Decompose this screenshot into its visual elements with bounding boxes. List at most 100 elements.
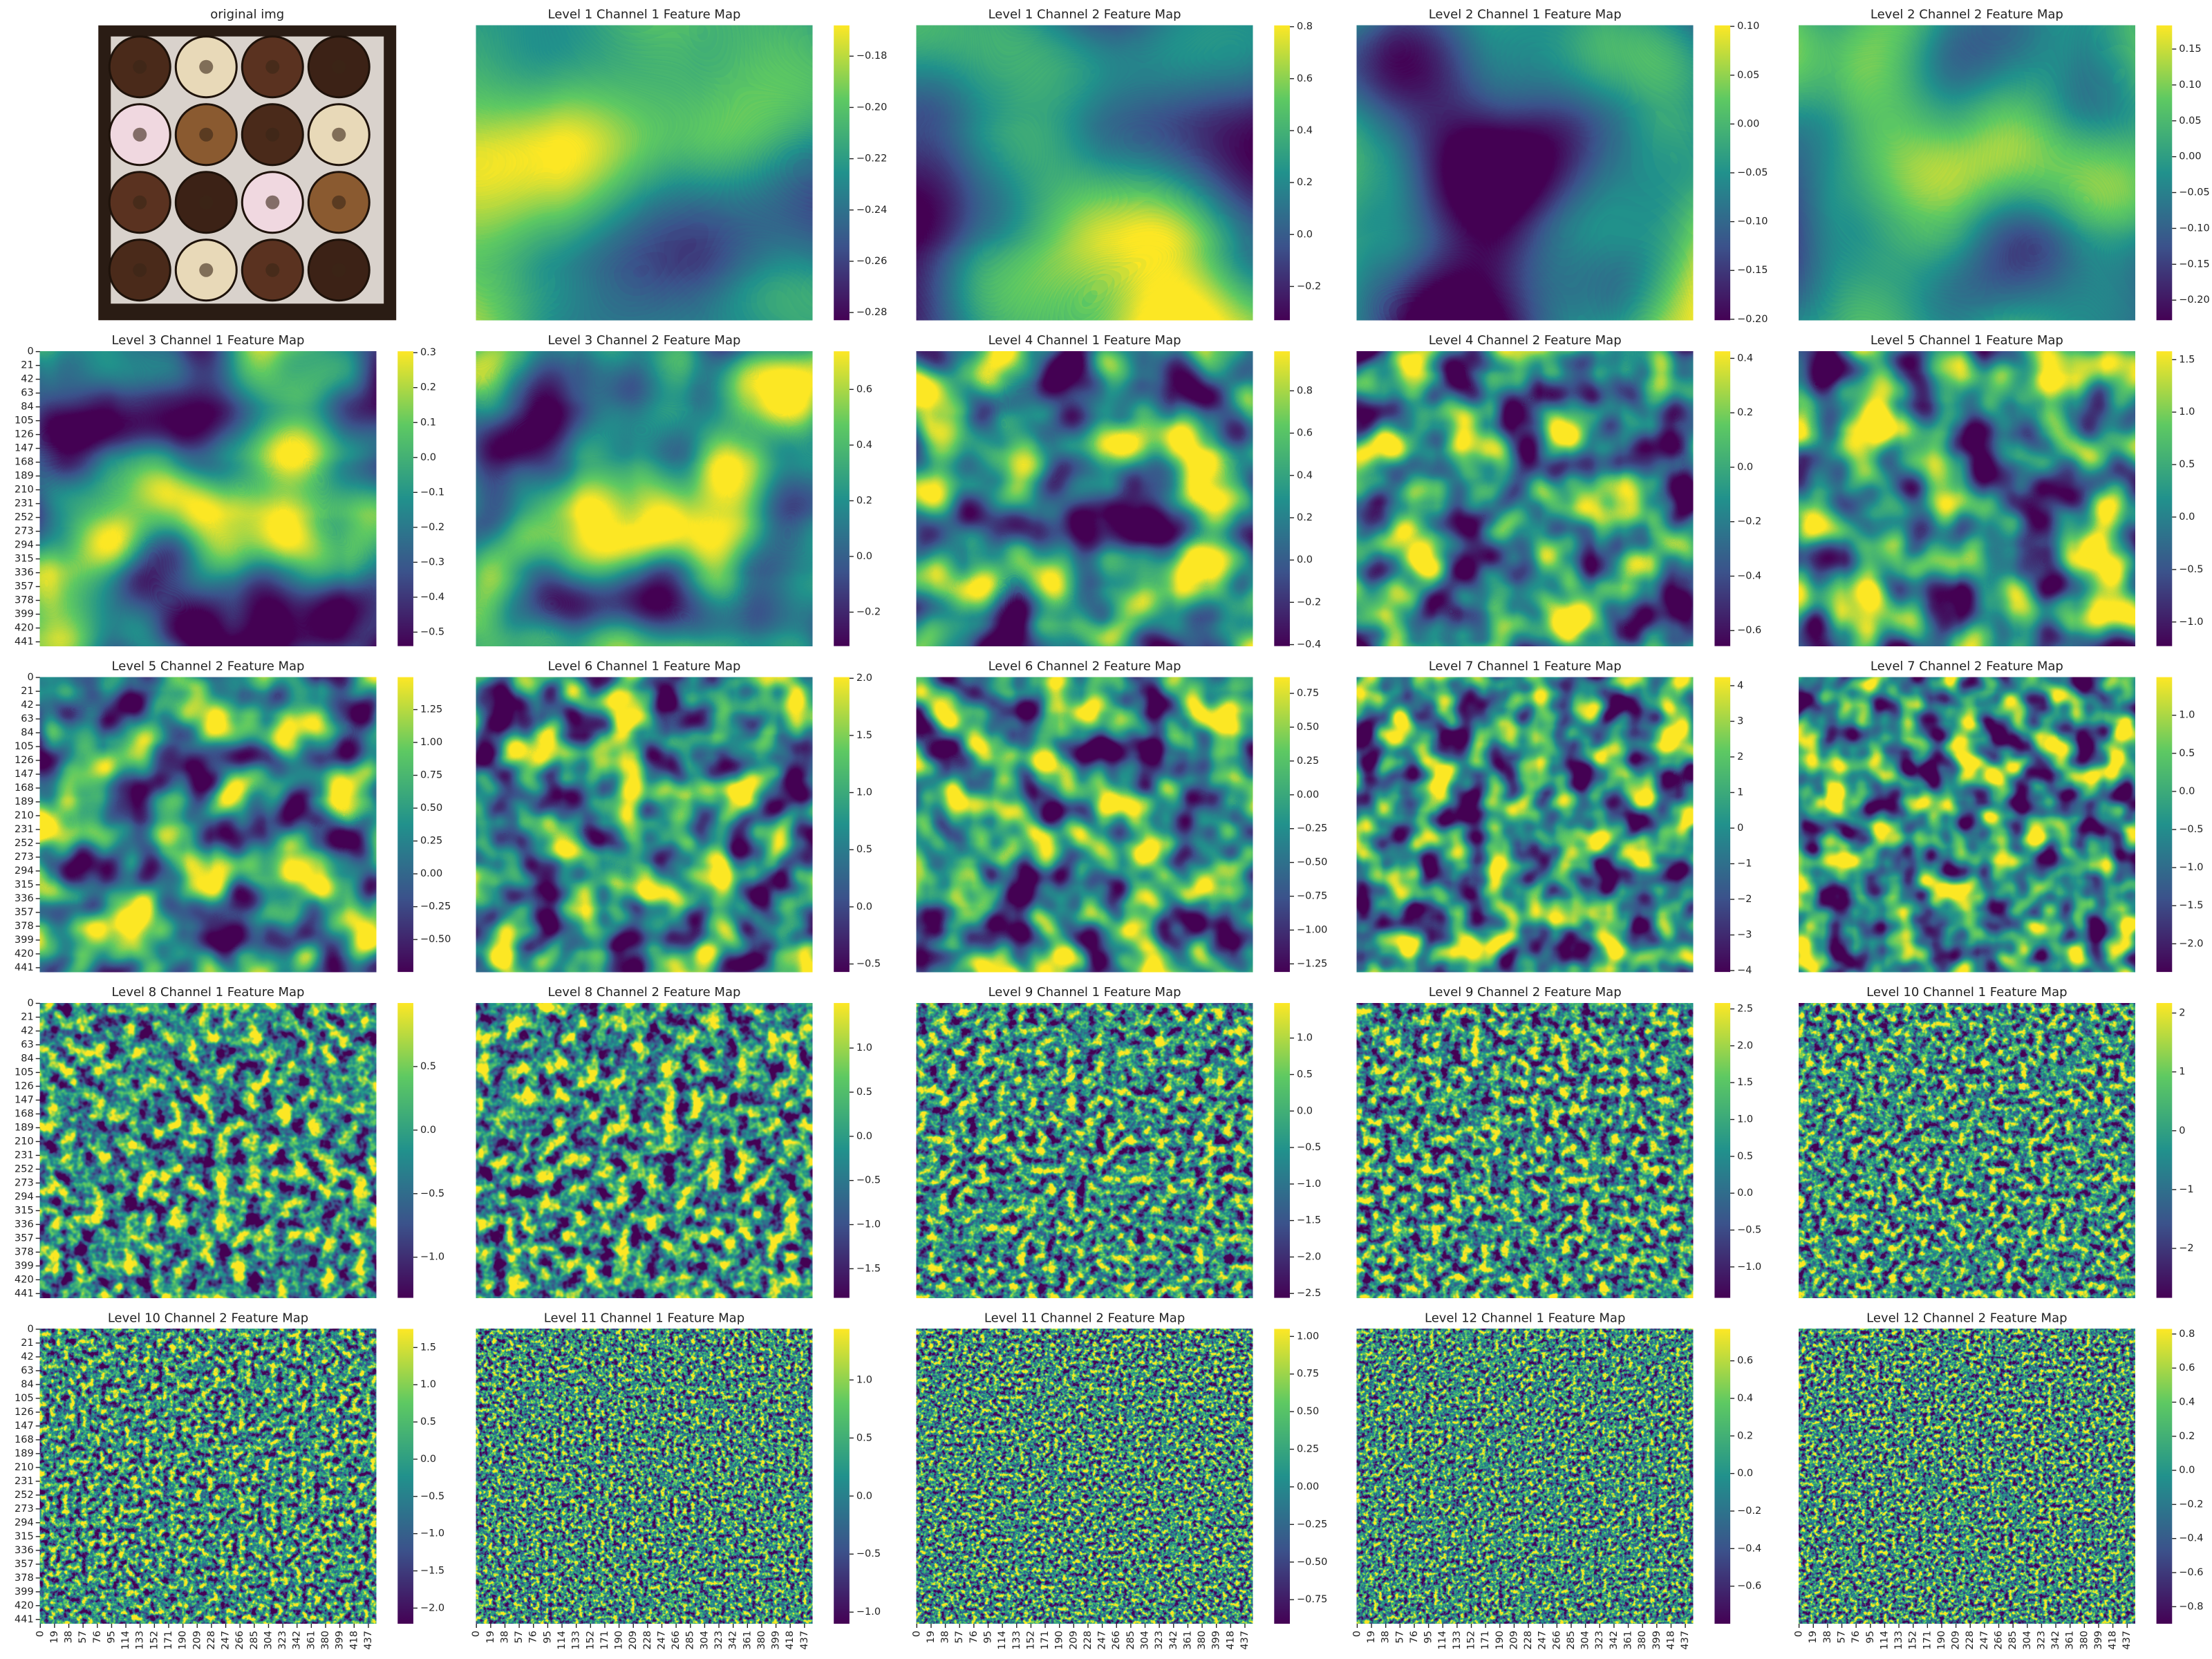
colorbar-tick-label: 0.0 <box>1737 1188 1753 1199</box>
x-tick-label: 114 <box>120 1631 131 1650</box>
x-tick-label: 152 <box>149 1631 160 1650</box>
y-tick-label: 441 <box>15 1614 34 1625</box>
x-tick-label: 152 <box>1466 1631 1477 1650</box>
x-tick-label: 171 <box>1480 1631 1491 1650</box>
heatmap <box>39 1003 377 1298</box>
y-tick-label: 210 <box>15 1462 34 1473</box>
heatmap <box>476 1329 813 1624</box>
colorbar-tick-label: 1.0 <box>1297 1033 1313 1044</box>
x-tick-label: 209 <box>1508 1631 1519 1650</box>
colorbar-tick-label: −0.10 <box>2179 223 2209 234</box>
colorbar-tick-label: 1 <box>2179 1067 2185 1078</box>
colorbar <box>1274 1329 1290 1624</box>
y-tick-label: 420 <box>15 1274 34 1285</box>
y-tick-label: 441 <box>15 962 34 973</box>
colorbar-tick-label: −0.18 <box>856 50 887 62</box>
colorbar-tick-label: 1.0 <box>2179 406 2195 418</box>
x-tick-label: 190 <box>1054 1631 1065 1650</box>
colorbar <box>834 1003 850 1298</box>
colorbar-tick-label: 1.00 <box>420 737 442 748</box>
colorbar-tick-label: 0.0 <box>1737 1468 1753 1479</box>
y-tick-label: 357 <box>15 907 34 918</box>
colorbar-tick-label: −0.2 <box>1297 281 1321 292</box>
photo-donut-hole <box>133 195 147 209</box>
y-tick-label: 21 <box>21 686 33 697</box>
heatmap <box>916 1003 1253 1298</box>
x-tick-label: 266 <box>1994 1631 2005 1650</box>
x-tick-label: 266 <box>1111 1631 1122 1650</box>
colorbar-tick-label: 4 <box>1737 680 1743 691</box>
x-tick-label: 38 <box>1822 1631 1833 1643</box>
x-tick-label: 323 <box>1154 1631 1165 1650</box>
colorbar-tick-label: 0.6 <box>2179 1362 2195 1374</box>
x-tick-label: 247 <box>1537 1631 1548 1650</box>
x-tick-label: 95 <box>542 1631 553 1643</box>
x-tick-label: 133 <box>1452 1631 1463 1650</box>
x-tick-label: 304 <box>1580 1631 1591 1650</box>
x-tick-label: 114 <box>1879 1631 1890 1650</box>
y-tick-label: 357 <box>15 1559 34 1570</box>
x-tick-label: 418 <box>785 1631 796 1650</box>
panel-title: Level 6 Channel 1 Feature Map <box>547 659 740 674</box>
panel-title: Level 8 Channel 2 Feature Map <box>547 985 740 1000</box>
colorbar-tick-label: −0.2 <box>1737 1506 1761 1517</box>
x-tick-label: 323 <box>2036 1631 2047 1650</box>
colorbar-tick-label: −1 <box>2179 1184 2193 1195</box>
colorbar-tick-label: −1.5 <box>856 1263 881 1274</box>
x-tick-label: 19 <box>1366 1631 1377 1643</box>
y-tick-label: 252 <box>15 1490 34 1501</box>
panel-title: Level 7 Channel 1 Feature Map <box>1429 659 1622 674</box>
x-tick-label: 209 <box>628 1631 639 1650</box>
y-tick-label: 0 <box>27 672 33 683</box>
y-tick-label: 357 <box>15 581 34 592</box>
photo-donut-hole <box>265 263 280 277</box>
y-tick-label: 0 <box>27 346 33 357</box>
colorbar-tick-label: −1.0 <box>2179 862 2203 873</box>
y-tick-label: 21 <box>21 1011 33 1022</box>
y-tick-label: 357 <box>15 1232 34 1244</box>
heatmap <box>39 677 377 973</box>
y-tick-label: 105 <box>15 1067 34 1078</box>
colorbar-tick-label: −0.8 <box>2179 1601 2203 1612</box>
colorbar-tick-label: 0.15 <box>2179 44 2201 55</box>
colorbar-tick-label: 0.5 <box>856 1087 872 1098</box>
x-tick-label: 76 <box>92 1631 103 1643</box>
colorbar <box>2156 351 2173 646</box>
x-tick-label: 399 <box>1211 1631 1222 1650</box>
colorbar-tick-label: −0.6 <box>1737 625 1761 636</box>
heatmap <box>1799 25 2135 321</box>
x-tick-label: 247 <box>1979 1631 1990 1650</box>
colorbar-tick-label: −2 <box>1737 894 1752 905</box>
y-tick-label: 231 <box>15 824 34 835</box>
colorbar <box>834 677 850 973</box>
x-tick-label: 152 <box>585 1631 596 1650</box>
x-tick-label: 190 <box>1494 1631 1506 1650</box>
x-tick-label: 247 <box>656 1631 667 1650</box>
colorbar-tick-label: 0.0 <box>1737 462 1753 473</box>
y-tick-label: 0 <box>27 997 33 1009</box>
x-tick-label: 399 <box>335 1631 346 1650</box>
colorbar-tick-label: 0.75 <box>420 770 442 781</box>
x-tick-label: 228 <box>1523 1631 1534 1650</box>
x-tick-label: 285 <box>2007 1631 2018 1650</box>
colorbar-tick-label: −0.75 <box>1297 1594 1327 1605</box>
x-tick-label: 209 <box>1951 1631 1962 1650</box>
colorbar-tick-label: 0.50 <box>1297 722 1319 733</box>
colorbar-tick-label: 2 <box>2179 1007 2185 1018</box>
colorbar-tick-label: −0.25 <box>1297 1519 1327 1530</box>
colorbar-tick-label: 1 <box>1737 787 1743 798</box>
x-tick-label: 19 <box>926 1631 937 1643</box>
x-tick-label: 323 <box>277 1631 288 1650</box>
x-tick-label: 342 <box>1609 1631 1620 1650</box>
x-tick-label: 171 <box>163 1631 174 1650</box>
colorbar-tick-label: 0.0 <box>420 452 436 463</box>
colorbar-tick-label: 0.0 <box>1297 1105 1313 1116</box>
y-tick-label: 189 <box>15 796 34 807</box>
colorbar-tick-label: −2.5 <box>1297 1288 1321 1299</box>
x-tick-label: 361 <box>306 1631 317 1650</box>
colorbar-tick-label: 0.6 <box>1297 428 1313 439</box>
colorbar-tick-label: 0.4 <box>1737 1393 1753 1404</box>
colorbar-tick-label: 0.00 <box>1297 1481 1319 1492</box>
x-tick-label: 266 <box>234 1631 245 1650</box>
heatmap <box>39 1329 377 1624</box>
